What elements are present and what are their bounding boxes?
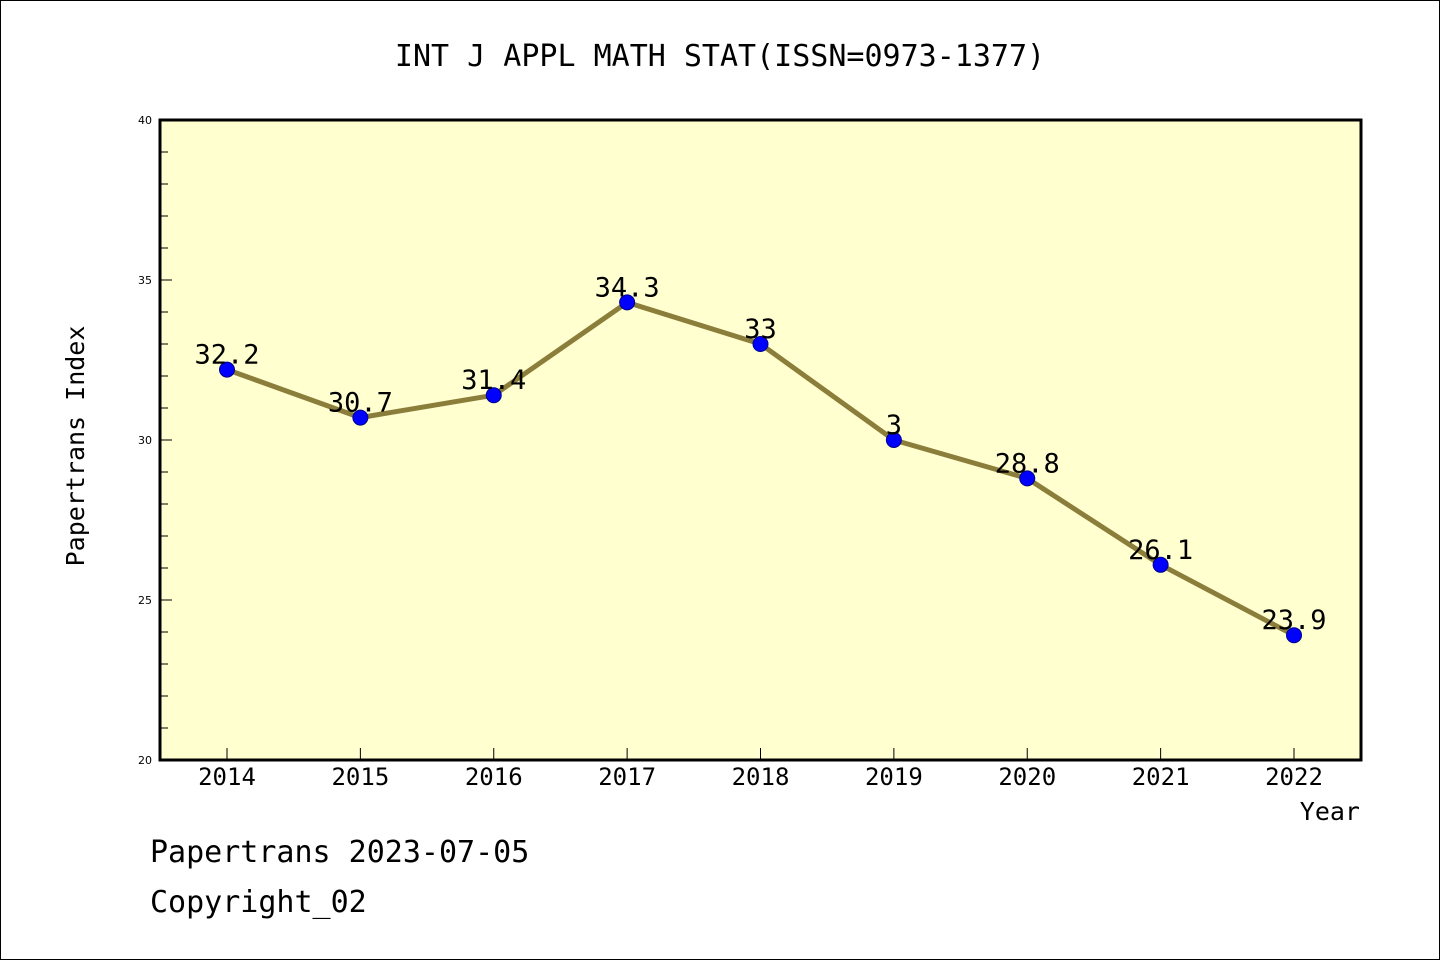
data-point bbox=[619, 294, 636, 311]
data-label: 31.4 bbox=[461, 365, 526, 396]
data-point bbox=[219, 361, 235, 378]
data-label: 23.9 bbox=[1261, 605, 1326, 636]
x-tick-label: 2014 bbox=[198, 763, 256, 791]
x-tick-label: 2018 bbox=[732, 763, 790, 791]
data-label: 33 bbox=[744, 314, 777, 345]
x-tick-label: 2021 bbox=[1132, 763, 1190, 791]
data-point bbox=[752, 336, 769, 352]
x-tick-label: 2020 bbox=[998, 763, 1056, 791]
y-axis-label: Papertrans Index bbox=[61, 326, 90, 567]
x-tick-label: 2016 bbox=[465, 763, 523, 791]
chart-title: INT J APPL MATH STAT(ISSN=0973-1377) bbox=[395, 39, 1045, 74]
plot-area bbox=[158, 118, 1363, 762]
data-point bbox=[1152, 556, 1169, 573]
data-point bbox=[352, 409, 369, 426]
data-point bbox=[1019, 470, 1036, 487]
data-label: 28.8 bbox=[995, 448, 1060, 479]
x-tick-label: 2017 bbox=[598, 763, 656, 791]
x-tick-label: 2019 bbox=[865, 763, 923, 791]
footer-copyright: Copyright_02 bbox=[150, 885, 367, 920]
data-label: 34.3 bbox=[595, 272, 660, 303]
x-axis: 2014 2015 2016 2017 2018 2019 2020 2021 2022 bbox=[198, 748, 1323, 791]
y-axis: 20 25 30 35 40 bbox=[138, 114, 172, 767]
y-tick-label: 40 bbox=[138, 114, 152, 127]
y-tick-label: 35 bbox=[138, 274, 152, 287]
data-label: 30.7 bbox=[328, 388, 393, 419]
data-point bbox=[1286, 627, 1302, 644]
y-tick-label: 20 bbox=[138, 754, 152, 767]
data-point bbox=[485, 387, 502, 404]
data-label: 26.1 bbox=[1128, 535, 1193, 566]
y-tick-label: 25 bbox=[138, 594, 152, 607]
x-tick-label: 2015 bbox=[331, 763, 389, 791]
x-axis-label: Year bbox=[1300, 797, 1360, 826]
footer-date: Papertrans 2023-07-05 bbox=[150, 835, 530, 870]
data-point bbox=[885, 432, 902, 448]
y-tick-label: 30 bbox=[138, 434, 152, 447]
data-label: 3 bbox=[886, 410, 902, 441]
x-tick-label: 2022 bbox=[1265, 763, 1323, 791]
data-label: 32.2 bbox=[194, 340, 259, 371]
